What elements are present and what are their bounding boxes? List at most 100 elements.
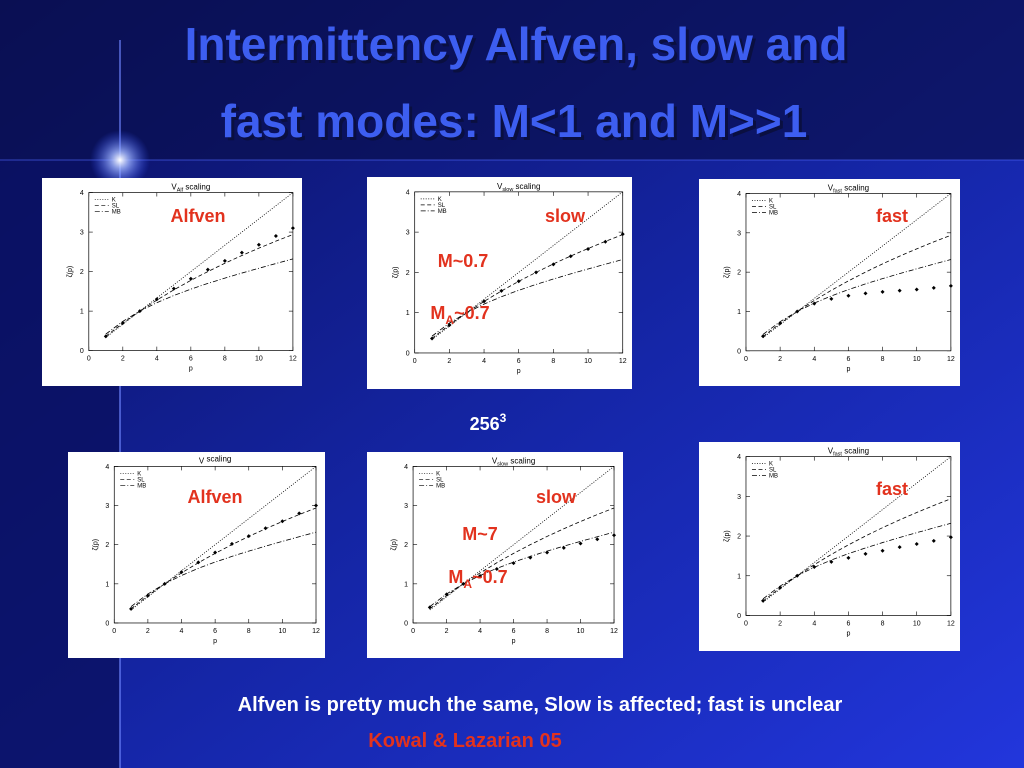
annotation: fast — [876, 479, 908, 499]
data-point — [863, 551, 868, 556]
legend-label: SL — [112, 204, 120, 210]
data-point — [229, 541, 234, 546]
data-point — [812, 301, 817, 306]
legend-label: K — [112, 198, 116, 204]
legend-label: SL — [436, 477, 444, 483]
x-tick-label: 10 — [278, 628, 286, 635]
x-tick-label: 8 — [223, 356, 227, 363]
series-line — [130, 507, 317, 610]
legend-label: K — [769, 462, 773, 468]
series-line — [762, 234, 952, 337]
x-tick-label: 0 — [87, 356, 91, 363]
data-point — [464, 310, 469, 315]
series-line — [762, 259, 951, 335]
data-point — [511, 561, 516, 566]
legend-label: SL — [438, 203, 446, 209]
data-point — [931, 285, 936, 290]
annotation: M~0.7 — [438, 251, 489, 271]
y-tick-label: 2 — [404, 542, 408, 549]
y-tick-label: 2 — [737, 534, 741, 541]
x-tick-label: 8 — [247, 628, 251, 635]
y-tick-label: 2 — [737, 270, 741, 277]
y-axis-label: ζ(p) — [67, 266, 74, 278]
x-tick-label: 4 — [155, 356, 159, 363]
data-point — [795, 309, 800, 314]
summary: Alfven is pretty much the same, Slow is … — [238, 694, 843, 716]
y-tick-label: 3 — [737, 494, 741, 501]
legend-label: K — [436, 471, 440, 477]
data-point — [948, 535, 953, 540]
annotation-base: M — [448, 567, 463, 587]
annotation-sub: A — [445, 313, 454, 327]
data-point — [863, 291, 868, 296]
panel-background — [42, 178, 302, 386]
data-point — [829, 296, 834, 301]
x-axis-label: p — [517, 368, 521, 375]
x-tick-label: 4 — [180, 628, 184, 635]
x-tick-label: 0 — [411, 628, 415, 635]
annotation: MA~0.7 — [448, 567, 507, 591]
data-point — [171, 286, 176, 291]
data-point — [812, 565, 817, 570]
x-tick-label: 2 — [146, 628, 150, 635]
data-point — [273, 234, 278, 239]
x-tick-label: 12 — [289, 356, 297, 363]
annotation: Alfven — [170, 206, 225, 226]
y-tick-label: 3 — [105, 503, 109, 510]
x-tick-label: 6 — [512, 628, 516, 635]
data-point — [620, 232, 625, 237]
series-line — [762, 522, 951, 600]
x-tick-label: 12 — [947, 620, 955, 627]
data-point — [103, 334, 108, 339]
title: fast modes: M<1 and M>>1 — [221, 95, 808, 147]
y-tick-label: 2 — [406, 270, 410, 277]
data-point — [778, 321, 783, 326]
y-tick-label: 4 — [404, 464, 408, 471]
chart-title: VAlf scaling — [171, 183, 210, 194]
chart-title-base: V — [492, 456, 498, 465]
y-tick-label: 4 — [737, 454, 741, 461]
header-band — [0, 0, 1024, 160]
y-tick-label: 4 — [406, 189, 410, 196]
annotation-sub: A — [463, 577, 472, 591]
series-line — [429, 531, 615, 607]
chart-title-rest: scaling — [204, 454, 231, 463]
series-line — [130, 531, 317, 607]
panel-background — [367, 452, 623, 658]
chart-title-sub: fast — [833, 188, 842, 194]
y-axis-label: ζ(p) — [724, 266, 731, 278]
x-tick-label: 6 — [517, 358, 521, 365]
data-point — [290, 226, 295, 231]
x-tick-label: 0 — [413, 358, 417, 365]
data-point — [528, 555, 533, 560]
data-point — [256, 242, 261, 247]
y-tick-label: 3 — [404, 503, 408, 510]
legend-label: K — [769, 198, 773, 204]
annotation: Alfven — [187, 487, 242, 507]
x-tick-label: 10 — [584, 358, 592, 365]
chart-title: Vslow scaling — [497, 182, 540, 193]
data-point — [795, 573, 800, 578]
data-point — [778, 585, 783, 590]
y-tick-label: 0 — [80, 348, 84, 355]
x-tick-label: 6 — [189, 356, 193, 363]
x-tick-label: 10 — [913, 356, 921, 363]
data-point — [213, 550, 218, 555]
data-point — [196, 560, 201, 565]
chart-title: Vslow scaling — [492, 456, 535, 467]
chart-title-base: V — [497, 182, 503, 191]
y-tick-label: 1 — [80, 309, 84, 316]
chart-title-base: V — [171, 183, 177, 192]
data-point — [447, 323, 452, 328]
y-tick-label: 0 — [404, 620, 408, 627]
data-point — [137, 309, 142, 314]
panel-background — [699, 179, 960, 386]
data-point — [314, 503, 319, 508]
data-point — [603, 239, 608, 244]
y-tick-label: 3 — [737, 230, 741, 237]
x-tick-label: 12 — [947, 356, 955, 363]
series-line — [762, 456, 952, 603]
chart-title-rest: scaling — [513, 182, 540, 191]
